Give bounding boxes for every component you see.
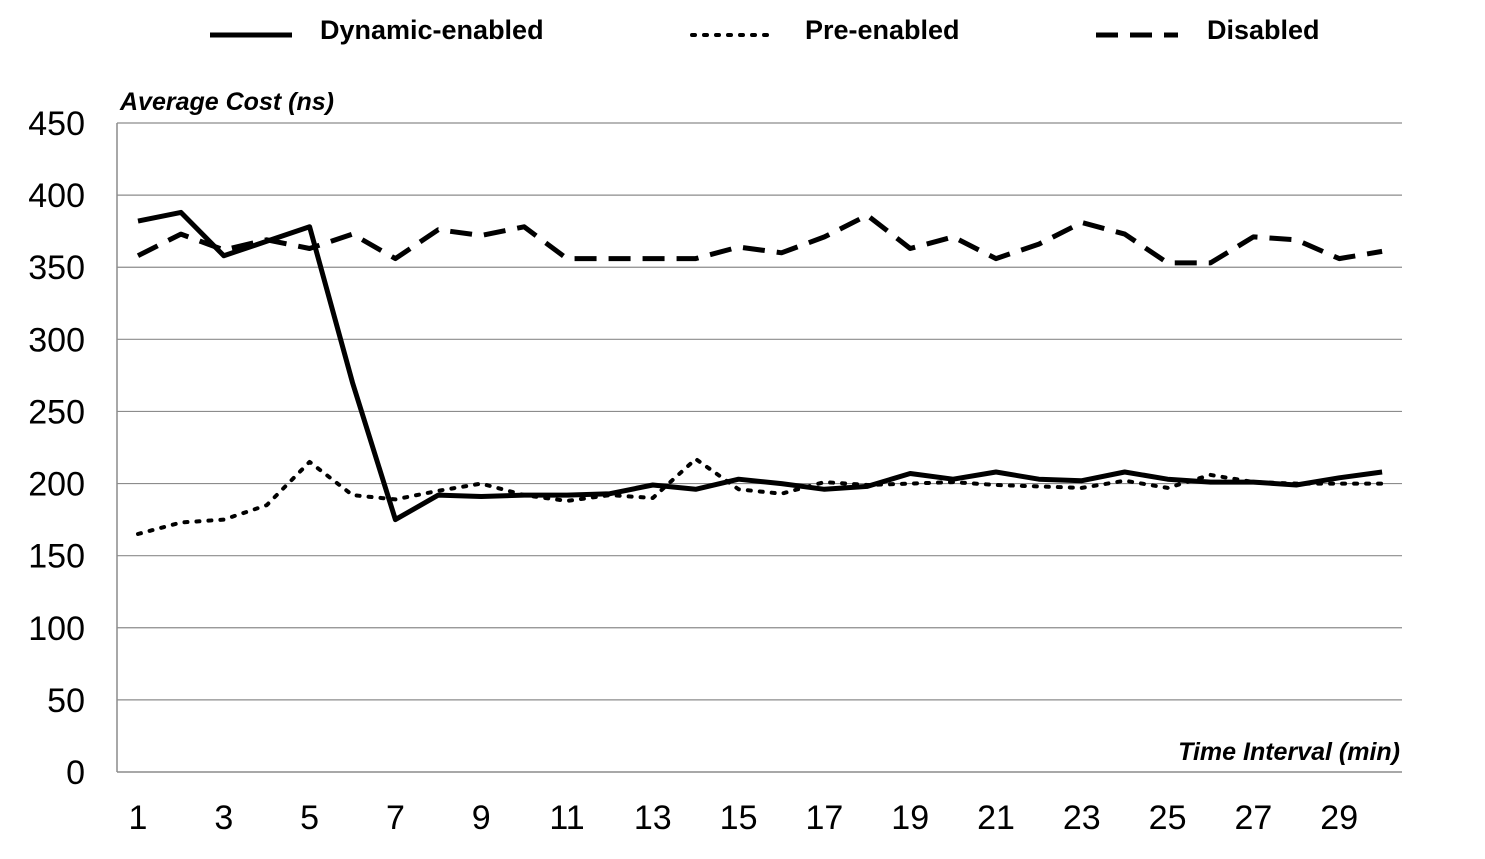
series-line-pre-enabled (136, 457, 1385, 536)
y-tick-label: 150 (28, 538, 85, 576)
x-tick-label: 17 (805, 799, 843, 837)
x-tick-label: 19 (891, 799, 929, 837)
x-tick-label: 27 (1234, 799, 1272, 837)
y-tick-label: 300 (28, 321, 85, 359)
series-line-dynamic-enabled (137, 209, 1383, 523)
y-tick-label: 250 (28, 393, 85, 431)
x-tick-label: 5 (300, 799, 319, 837)
legend: Dynamic-enabled Pre-enabled Disabled (210, 15, 1320, 45)
axes (116, 123, 1402, 773)
legend-label: Pre-enabled (805, 15, 960, 45)
x-tick-label: 7 (386, 799, 405, 837)
y-axis-title: Average Cost (ns) (119, 88, 334, 116)
x-tick-label: 29 (1320, 799, 1358, 837)
x-tick-label: 21 (977, 799, 1015, 837)
series-lines (136, 209, 1385, 536)
series-line-disabled (136, 212, 1383, 266)
legend-label: Disabled (1207, 15, 1320, 45)
y-tick-label: 200 (28, 466, 85, 504)
y-tick-label: 400 (28, 177, 85, 215)
x-tick-label: 13 (634, 799, 672, 837)
x-axis-title: Time Interval (min) (1178, 738, 1400, 766)
y-tick-label: 100 (28, 610, 85, 648)
x-tick-label: 25 (1149, 799, 1187, 837)
x-tick-label: 9 (472, 799, 491, 837)
grid-lines (117, 122, 1402, 701)
x-tick-label: 23 (1063, 799, 1101, 837)
x-tick-label: 1 (129, 799, 148, 837)
x-tick-label: 3 (214, 799, 233, 837)
x-tick-labels: 1 3 5 7 9 11 13 15 17 19 21 23 25 27 29 (129, 799, 1359, 837)
y-tick-label: 50 (47, 682, 85, 720)
x-tick-label: 11 (549, 799, 584, 837)
y-tick-label: 450 (28, 105, 85, 143)
y-tick-labels: 0 50 100 150 200 250 300 350 400 450 (28, 105, 85, 792)
legend-label: Dynamic-enabled (320, 15, 544, 45)
y-tick-label: 0 (66, 754, 85, 792)
y-tick-label: 350 (28, 249, 85, 287)
x-tick-label: 15 (720, 799, 758, 837)
